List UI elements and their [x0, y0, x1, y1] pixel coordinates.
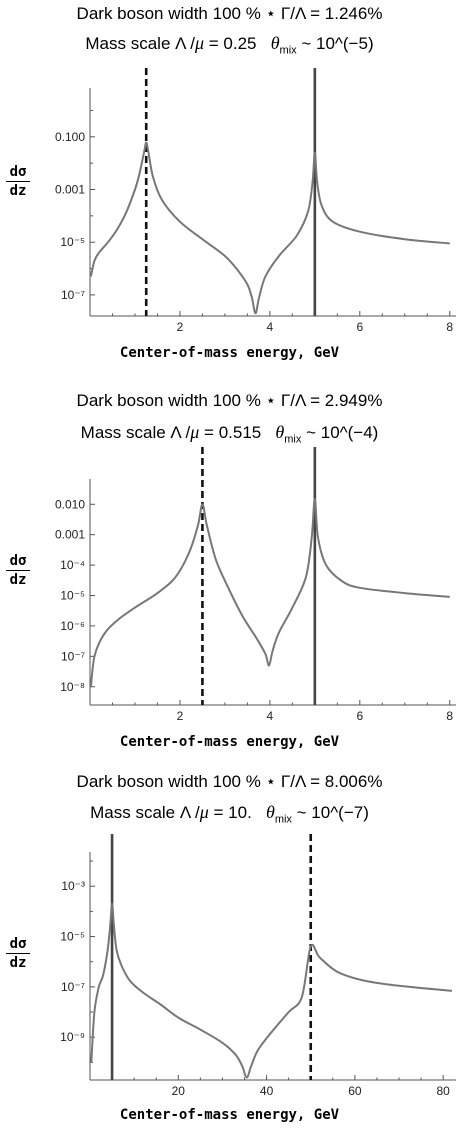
y-axis-label-numerator: dσ: [6, 936, 30, 954]
y-tick-label: 10⁻⁷: [61, 288, 85, 302]
x-tick-label: 40: [260, 1084, 274, 1098]
y-tick-label: 10⁻⁶: [60, 619, 85, 633]
title-theta-symbol: θ: [265, 802, 275, 822]
chart-title-line2: Mass scale Λ /μ = 0.515 θmix ~ 10^(−4): [0, 422, 459, 445]
y-tick-label: 10⁻⁷: [61, 980, 85, 994]
y-tick-label: 10⁻⁵: [60, 235, 85, 249]
y-tick-label: 0.001: [55, 528, 85, 542]
y-axis-label-denominator: dz: [9, 572, 27, 588]
y-axis-label-denominator: dz: [9, 183, 27, 199]
x-tick-label: 2: [177, 320, 184, 334]
y-axis-label-numerator: dσ: [6, 164, 30, 182]
y-tick-label: 10⁻⁷: [61, 649, 85, 663]
y-axis-label: dσ dz: [6, 936, 30, 971]
title-mu-symbol: μ: [195, 33, 205, 53]
title-mass-scale-text: Mass scale Λ /: [85, 34, 195, 53]
y-tick-label: 0.100: [55, 130, 85, 144]
chart-plot-2: 2 4 6 8 0.010 0.001 10⁻⁴ 10⁻⁵ 10⁻⁶ 10⁻⁷ 10⁻⁸: [55, 447, 456, 723]
x-axis-label: Center-of-mass energy, GeV: [119, 734, 340, 750]
title-theta-subscript: mix: [284, 433, 302, 446]
y-tick-label: 10⁻⁵: [60, 930, 85, 944]
chart-panel-2: Dark boson width 100 % ⋆ Γ/Λ = 2.949% Ma…: [0, 375, 459, 760]
y-tick-label: 0.010: [55, 497, 85, 511]
chart-title-line2: Mass scale Λ /μ = 10. θmix ~ 10^(−7): [0, 802, 459, 825]
title-mass-scale-text: Mass scale Λ /: [90, 803, 200, 822]
x-tick-label: 4: [267, 320, 274, 334]
y-axis-label: dσ dz: [6, 553, 30, 588]
chart-plot-1: 2 4 6 8 0.100 0.001 10⁻⁵ 10⁻⁷: [55, 68, 456, 334]
chart-title-line1: Dark boson width 100 % ⋆ Γ/Λ = 1.246%: [76, 4, 383, 23]
x-tick-label: 2: [177, 709, 184, 723]
chart-title-line2: Mass scale Λ /μ = 0.25 θmix ~ 10^(−5): [0, 33, 459, 56]
x-tick-label: 80: [436, 1084, 450, 1098]
title-theta-symbol: θ: [275, 422, 285, 442]
chart-panel-3: Dark boson width 100 % ⋆ Γ/Λ = 8.006% Ma…: [0, 760, 459, 1135]
title-theta-subscript: mix: [274, 813, 292, 826]
y-axis-label: dσ dz: [6, 164, 30, 199]
cross-section-curve: [89, 141, 450, 315]
title-mu-symbol: μ: [190, 422, 200, 442]
y-tick-label: 10⁻⁵: [60, 589, 85, 603]
y-axis-label-numerator: dσ: [6, 553, 30, 571]
x-tick-label: 60: [348, 1084, 362, 1098]
cross-section-curve: [89, 497, 450, 687]
title-theta-symbol: θ: [270, 33, 280, 53]
title-theta-subscript: mix: [279, 44, 297, 57]
chart-title-line1: Dark boson width 100 % ⋆ Γ/Λ = 8.006%: [76, 772, 383, 791]
chart-title-line1: Dark boson width 100 % ⋆ Γ/Λ = 2.949%: [76, 391, 383, 410]
title-mass-scale-value: = 0.25: [204, 34, 257, 53]
title-theta-value: ~ 10^(−5): [296, 34, 374, 53]
chart-plot-3: 20 40 60 80 10⁻³ 10⁻⁵ 10⁻⁷ 10⁻⁹: [60, 834, 456, 1098]
x-axis-label: Center-of-mass energy, GeV: [119, 345, 340, 361]
y-axis-label-denominator: dz: [9, 955, 27, 971]
x-tick-label: 8: [446, 320, 453, 334]
y-tick-label: 10⁻⁹: [60, 1030, 85, 1044]
title-mass-scale-text: Mass scale Λ /: [80, 423, 191, 442]
title-mu-symbol: μ: [199, 802, 209, 822]
title-theta-value: ~ 10^(−4): [301, 423, 379, 442]
title-mass-scale-value: = 0.515: [199, 423, 262, 442]
y-tick-label: 10⁻³: [61, 879, 85, 893]
y-tick-label: 10⁻⁴: [60, 558, 85, 572]
x-tick-label: 6: [356, 320, 363, 334]
cross-section-curve: [90, 902, 453, 1079]
y-tick-label: 10⁻⁸: [60, 680, 85, 694]
x-tick-label: 6: [356, 709, 363, 723]
title-theta-value: ~ 10^(−7): [291, 803, 369, 822]
x-tick-label: 20: [172, 1084, 186, 1098]
title-mass-scale-value: = 10.: [208, 803, 252, 822]
chart-panel-1: Dark boson width 100 % ⋆ Γ/Λ = 1.246% Ma…: [0, 0, 459, 375]
x-tick-label: 4: [267, 709, 274, 723]
x-axis-label: Center-of-mass energy, GeV: [119, 1107, 340, 1123]
y-tick-label: 0.001: [55, 183, 85, 197]
x-tick-label: 8: [446, 709, 453, 723]
